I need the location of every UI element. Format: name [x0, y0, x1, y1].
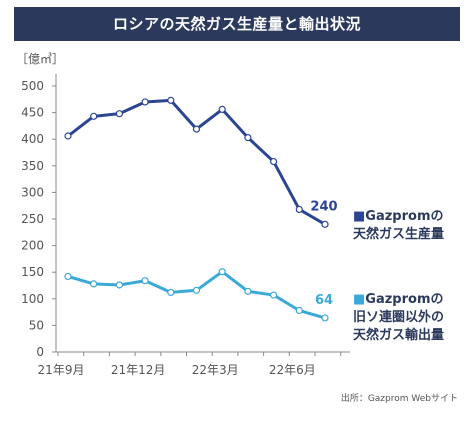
data-point: [90, 112, 98, 120]
data-point: [321, 220, 329, 228]
end-value-label: 240: [310, 199, 337, 214]
data-point: [321, 314, 329, 322]
y-tick-label: 100: [21, 292, 44, 306]
data-point: [141, 277, 149, 285]
data-point: [64, 132, 72, 140]
data-point: [115, 281, 124, 289]
y-tick-label: 300: [21, 185, 44, 199]
data-point: [218, 105, 226, 114]
data-point: [244, 134, 252, 142]
series-line-0: [67, 98, 326, 226]
source-note: 出所：Gazprom Webサイト: [341, 392, 458, 404]
data-point: [64, 272, 72, 281]
y-tick-label: 150: [21, 265, 44, 279]
data-point: [192, 286, 201, 294]
y-tick-label: 350: [21, 159, 44, 173]
y-tick-label: 250: [21, 212, 44, 226]
data-point: [244, 287, 252, 295]
series-line-1: [67, 270, 326, 320]
data-point: [218, 268, 226, 276]
y-tick-label: 450: [21, 106, 44, 120]
x-tick-label: 22年6月: [269, 363, 316, 377]
data-point: [115, 110, 124, 118]
end-value-label: 64: [315, 293, 333, 308]
data-point: [295, 205, 303, 214]
y-tick-label: 500: [21, 79, 44, 93]
legend-label: ■Gazpromの: [353, 292, 444, 307]
data-point: [295, 306, 303, 315]
chart-title: ロシアの天然ガス生産量と輸出状況: [14, 7, 460, 41]
data-point: [270, 291, 278, 299]
data-point: [192, 125, 201, 133]
data-point: [141, 98, 149, 106]
data-point: [90, 280, 98, 288]
y-tick-label: 200: [21, 239, 44, 253]
x-tick-label: 22年3月: [192, 363, 239, 377]
y-unit-label: ［億㎥］: [16, 52, 64, 66]
y-tick-label: 50: [29, 318, 44, 332]
x-tick-label: 21年9月: [38, 363, 85, 377]
legend-label: 天然ガス生産量: [353, 226, 444, 242]
x-tick-label: 21年12月: [111, 363, 166, 377]
y-tick-label: 0: [36, 345, 44, 359]
data-point: [270, 157, 278, 166]
legend-label: 旧ソ連圏以外の: [353, 309, 444, 325]
legend-label: 天然ガス輸出量: [353, 327, 444, 343]
data-point: [167, 96, 175, 104]
data-point: [167, 288, 175, 297]
legend-label: ■Gazpromの: [353, 209, 444, 224]
y-tick-label: 400: [21, 132, 44, 146]
